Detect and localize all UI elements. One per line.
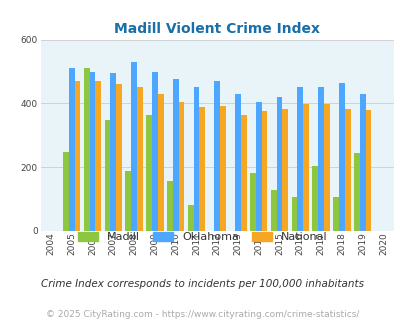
Bar [240, 115, 246, 231]
Bar [220, 106, 225, 231]
Bar [270, 189, 276, 231]
Bar [193, 87, 199, 231]
Bar [291, 197, 297, 231]
Bar [261, 111, 267, 231]
Bar [276, 97, 282, 231]
Bar [311, 166, 318, 231]
Bar [110, 73, 116, 231]
Bar [83, 68, 90, 231]
Bar [344, 109, 350, 231]
Bar [323, 104, 329, 231]
Bar [136, 87, 143, 231]
Bar [359, 94, 364, 231]
Bar [353, 153, 359, 231]
Bar [116, 83, 122, 231]
Bar [187, 206, 193, 231]
Bar [282, 109, 288, 231]
Bar [166, 181, 172, 231]
Bar [297, 87, 303, 231]
Bar [214, 81, 220, 231]
Bar [104, 120, 110, 231]
Bar [255, 102, 261, 231]
Bar [75, 81, 80, 231]
Bar [338, 82, 344, 231]
Bar [90, 72, 95, 231]
Bar [95, 81, 101, 231]
Bar [146, 115, 151, 231]
Bar [199, 107, 205, 231]
Bar [172, 79, 178, 231]
Bar [318, 87, 323, 231]
Legend: Madill, Oklahoma, National: Madill, Oklahoma, National [73, 228, 332, 247]
Bar [69, 68, 75, 231]
Bar [158, 94, 163, 231]
Bar [333, 197, 338, 231]
Bar [131, 62, 136, 231]
Bar [125, 171, 131, 231]
Text: Crime Index corresponds to incidents per 100,000 inhabitants: Crime Index corresponds to incidents per… [41, 279, 364, 289]
Bar [178, 102, 184, 231]
Bar [151, 72, 158, 231]
Bar [303, 104, 308, 231]
Bar [234, 94, 240, 231]
Text: © 2025 CityRating.com - https://www.cityrating.com/crime-statistics/: © 2025 CityRating.com - https://www.city… [46, 310, 359, 319]
Title: Madill Violent Crime Index: Madill Violent Crime Index [114, 22, 320, 36]
Bar [63, 152, 69, 231]
Bar [364, 110, 371, 231]
Bar [249, 173, 255, 231]
